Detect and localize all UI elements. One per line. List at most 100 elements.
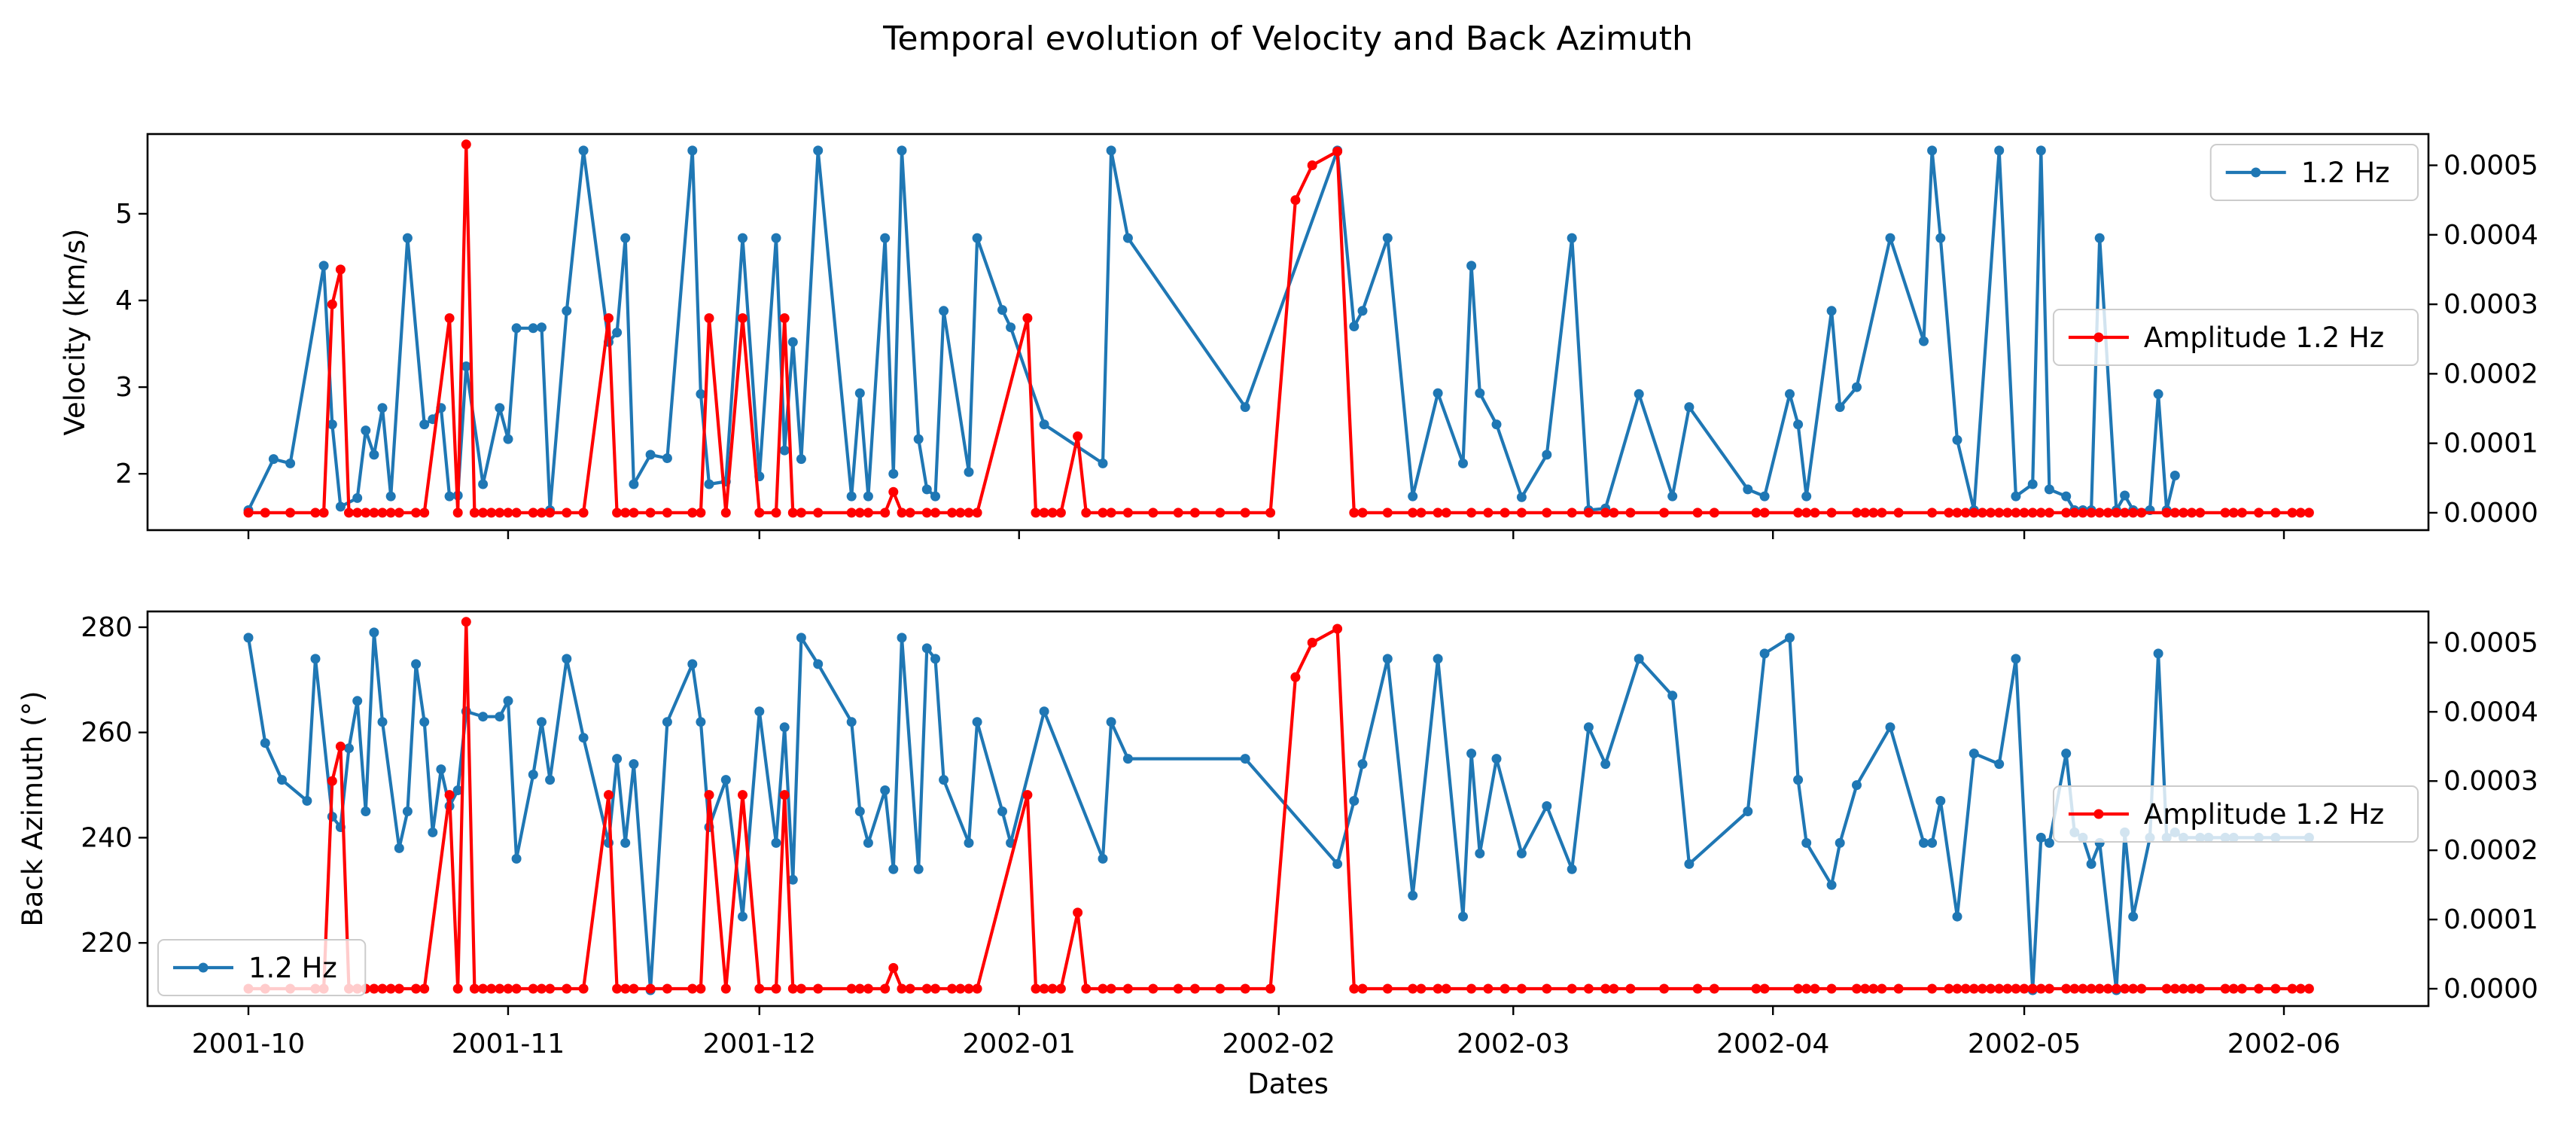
data-point bbox=[2195, 983, 2206, 994]
data-point bbox=[1357, 759, 1368, 770]
data-point bbox=[1583, 722, 1594, 733]
data-point bbox=[2111, 508, 2121, 518]
y2-tick-label: 0.0003 bbox=[2444, 289, 2538, 320]
data-point bbox=[1022, 313, 1033, 323]
data-point bbox=[604, 313, 614, 323]
data-point bbox=[578, 733, 589, 743]
data-point bbox=[1634, 389, 1644, 399]
data-point bbox=[511, 323, 522, 334]
data-point bbox=[612, 754, 623, 764]
data-point bbox=[1357, 508, 1368, 518]
data-point bbox=[2044, 837, 2054, 848]
data-point bbox=[361, 806, 371, 816]
data-point bbox=[972, 717, 982, 727]
data-point bbox=[787, 337, 798, 347]
data-point bbox=[419, 419, 430, 430]
data-point bbox=[1039, 983, 1049, 994]
data-point bbox=[1785, 389, 1795, 399]
data-point bbox=[352, 508, 363, 518]
data-point bbox=[1047, 508, 1058, 518]
data-point bbox=[787, 983, 798, 994]
data-point bbox=[545, 508, 556, 518]
data-point bbox=[503, 508, 513, 518]
data-point bbox=[2254, 983, 2264, 994]
data-point bbox=[2044, 508, 2054, 518]
data-point bbox=[1852, 382, 1862, 392]
data-point bbox=[2120, 983, 2130, 994]
data-point bbox=[779, 790, 790, 800]
data-point bbox=[385, 491, 396, 502]
data-point bbox=[629, 983, 639, 994]
data-point bbox=[2161, 508, 2172, 518]
data-point bbox=[318, 508, 329, 518]
data-point bbox=[1098, 983, 1108, 994]
legend-primary: 1.2 Hz bbox=[157, 939, 367, 996]
x-tick-label: 2002-01 bbox=[963, 1029, 1076, 1059]
data-point bbox=[738, 790, 748, 800]
data-point bbox=[1994, 508, 2005, 518]
data-point bbox=[738, 911, 748, 922]
data-point bbox=[787, 874, 798, 885]
data-point bbox=[562, 306, 572, 316]
x-axis-label: Dates bbox=[1247, 1068, 1329, 1100]
data-point bbox=[738, 313, 748, 323]
data-point bbox=[2136, 983, 2147, 994]
data-point bbox=[1960, 508, 1971, 518]
x-tick-label: 2002-03 bbox=[1457, 1029, 1570, 1059]
data-point bbox=[813, 145, 824, 156]
data-point bbox=[939, 306, 949, 316]
y-axis-label: Back Azimuth (°) bbox=[17, 691, 49, 926]
data-point bbox=[2044, 484, 2054, 495]
data-point bbox=[696, 983, 706, 994]
data-point bbox=[1516, 983, 1527, 994]
data-point bbox=[1919, 837, 1929, 848]
data-point bbox=[2287, 508, 2297, 518]
legend-marker bbox=[2093, 332, 2104, 343]
data-point bbox=[578, 508, 589, 518]
data-point bbox=[813, 983, 824, 994]
data-point bbox=[888, 468, 899, 479]
data-point bbox=[1935, 233, 1946, 243]
data-point bbox=[1743, 484, 1753, 495]
data-point bbox=[620, 233, 631, 243]
data-point bbox=[419, 717, 430, 727]
data-point bbox=[1868, 983, 1879, 994]
data-point bbox=[1852, 983, 1862, 994]
legend-label: Amplitude 1.2 Hz bbox=[2144, 798, 2384, 831]
data-point bbox=[1659, 983, 1670, 994]
data-point bbox=[1240, 983, 1250, 994]
data-point bbox=[1994, 983, 2005, 994]
data-point bbox=[377, 983, 388, 994]
data-point bbox=[285, 508, 296, 518]
data-point bbox=[1583, 508, 1594, 518]
data-point bbox=[327, 299, 337, 309]
data-point bbox=[2002, 983, 2013, 994]
data-point bbox=[2019, 983, 2029, 994]
data-point bbox=[1927, 145, 1938, 156]
data-point bbox=[1349, 983, 1360, 994]
data-point bbox=[2236, 983, 2247, 994]
data-point bbox=[1826, 983, 1837, 994]
data-point bbox=[1709, 508, 1719, 518]
data-point bbox=[2027, 479, 2038, 489]
data-point bbox=[1759, 491, 1770, 502]
data-point bbox=[779, 445, 790, 456]
data-point bbox=[260, 508, 270, 518]
data-point bbox=[385, 508, 396, 518]
data-point bbox=[846, 983, 857, 994]
data-point bbox=[2270, 508, 2281, 518]
data-point bbox=[662, 717, 672, 727]
data-point bbox=[478, 983, 489, 994]
data-point bbox=[2103, 983, 2113, 994]
data-point bbox=[738, 233, 748, 243]
data-point bbox=[1031, 508, 1041, 518]
data-point bbox=[2195, 508, 2206, 518]
data-point bbox=[2061, 508, 2072, 518]
data-point bbox=[1609, 983, 1619, 994]
data-point bbox=[854, 806, 865, 816]
data-point bbox=[1006, 322, 1016, 333]
data-point bbox=[1433, 654, 1443, 664]
data-point bbox=[2086, 983, 2096, 994]
data-point bbox=[1458, 458, 1468, 468]
data-point bbox=[1801, 508, 1812, 518]
